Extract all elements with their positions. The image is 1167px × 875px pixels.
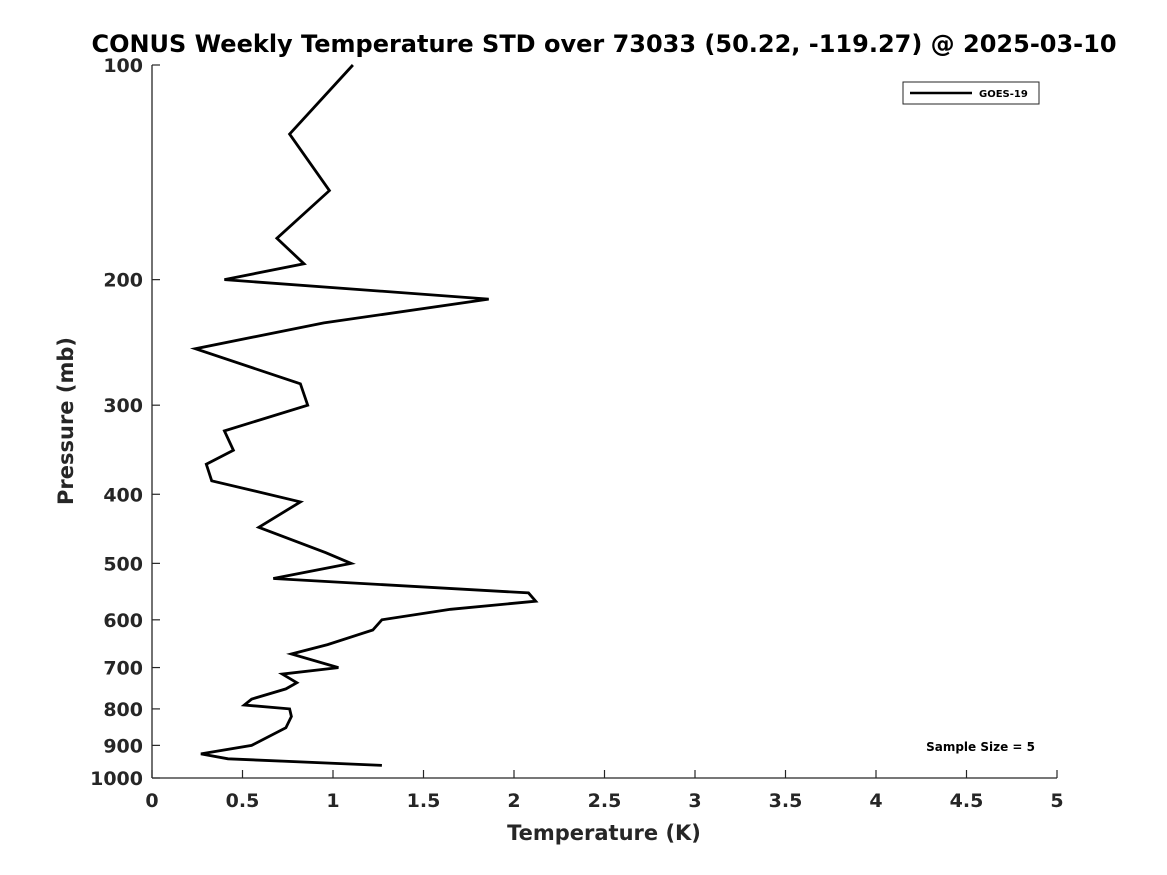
x-tick-label: 0 [145,790,158,812]
x-tick-label: 4.5 [950,790,984,812]
y-tick-label: 400 [103,484,143,506]
legend-label: GOES-19 [979,89,1028,100]
plot-area: 0 0.5 1 1.5 2 2.5 3 3.5 4 4.5 5 100 200 300 400 500 600… [90,55,1064,812]
x-tick-label: 0.5 [226,790,260,812]
series-line [189,64,539,767]
x-axis-label: Temperature (K) [507,821,701,845]
y-tick-label: 900 [103,735,143,757]
y-tick-label: 800 [103,699,143,721]
legend: GOES-19 [902,81,1040,105]
y-tick-label: 100 [103,55,143,77]
y-axis-label: Pressure (mb) [54,337,78,505]
x-tick-label: 2.5 [588,790,622,812]
y-axis-ticks: 100 200 300 400 500 600 700 800 900 1000 [90,55,160,790]
y-tick-label: 300 [103,395,143,417]
x-tick-label: 4 [869,790,882,812]
y-tick-label: 1000 [90,768,143,790]
x-tick-label: 5 [1050,790,1063,812]
y-tick-label: 500 [103,553,143,575]
y-tick-label: 700 [103,658,143,680]
sample-size-annotation: Sample Size = 5 [926,740,1035,754]
x-axis-ticks: 0 0.5 1 1.5 2 2.5 3 3.5 4 4.5 5 [145,770,1064,812]
x-tick-label: 1.5 [407,790,441,812]
x-tick-label: 3.5 [769,790,803,812]
x-tick-label: 2 [507,790,520,812]
x-tick-label: 1 [326,790,339,812]
chart-title: CONUS Weekly Temperature STD over 73033 … [91,30,1116,58]
series-layer [189,64,539,767]
x-tick-label: 3 [688,790,701,812]
y-tick-label: 200 [103,270,143,292]
y-tick-label: 600 [103,610,143,632]
